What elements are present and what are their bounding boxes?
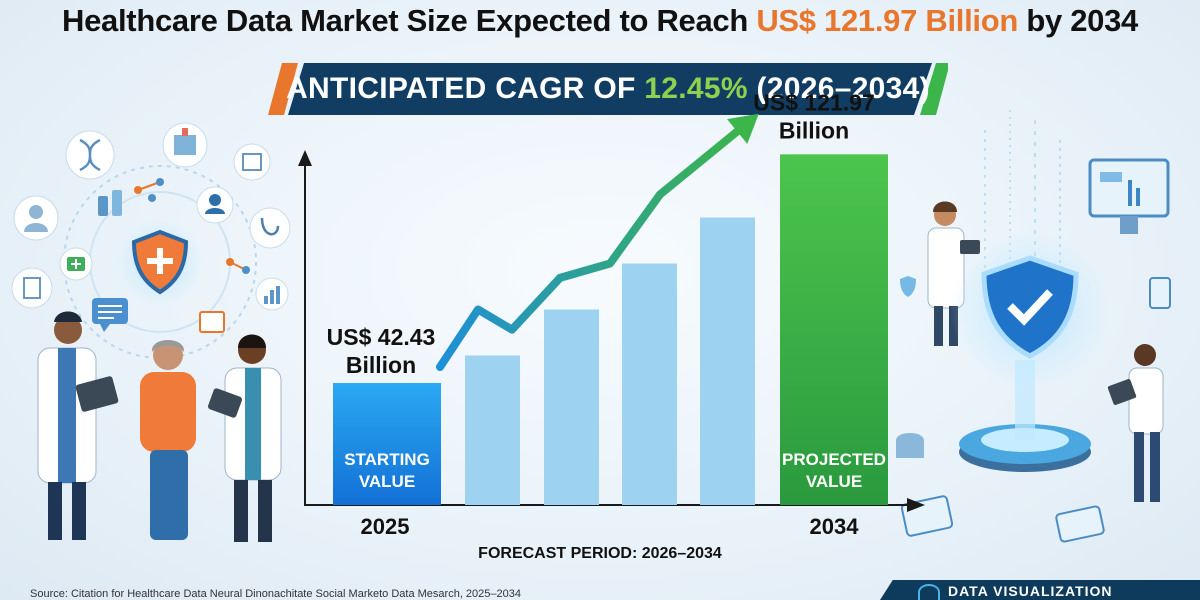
end-value-label: US$ 121.97 (753, 89, 874, 115)
x-axis-label: FORECAST PERIOD: 2026–2034 (478, 545, 722, 562)
title-highlight: US$ 121.97 Billion (756, 3, 1018, 38)
page-title: Healthcare Data Market Size Expected to … (0, 0, 1200, 44)
trend-arrowhead (727, 113, 759, 144)
cagr-banner: ANTICIPATED CAGR OF 12.45% (2026–2034) (268, 63, 950, 115)
badge-label: DATA VISUALIZATION (948, 583, 1113, 599)
molecule-icon (226, 258, 250, 274)
people-illustration (37, 311, 282, 542)
start-value-unit: Billion (346, 352, 416, 378)
bar-mid-1 (465, 355, 520, 505)
dna-icon (65, 130, 115, 180)
shield-cross-icon (116, 218, 204, 306)
source-citation: Source: Citation for Healthcare Data Neu… (30, 588, 521, 600)
doctor-avatar-icon (196, 186, 234, 224)
clipboard-icon (11, 267, 53, 309)
cagr-period: (2026–2034) (747, 72, 930, 105)
x-tick-start: 2025 (361, 514, 410, 539)
pill-bottles-icon (98, 190, 122, 216)
title-suffix: by 2034 (1018, 3, 1138, 38)
cagr-percent: 12.45% (644, 72, 748, 105)
security-shield-icon (950, 230, 1110, 390)
patient-figure (140, 340, 196, 540)
shield-small-icon (900, 276, 916, 297)
calendar-icon (233, 143, 271, 181)
data-platform (959, 360, 1091, 472)
end-bar-label-line2: VALUE (806, 472, 862, 491)
data-security-illustration (896, 110, 1171, 543)
healthcare-network-illustration (11, 122, 291, 359)
start-bar-label-line1: STARTING (344, 450, 430, 469)
phone-device-icon (1055, 505, 1105, 543)
monitor-icon (1088, 158, 1170, 234)
bar-mid-4 (700, 217, 755, 505)
end-bar-label-line1: PROJECTED (782, 450, 886, 469)
mobile-device-icon (1149, 277, 1171, 309)
cagr-prefix: ANTICIPATED CAGR OF (286, 72, 645, 105)
title-prefix: Healthcare Data Market Size Expected to … (62, 3, 757, 38)
bar-start (333, 383, 441, 505)
database-icon (896, 433, 924, 458)
doctor-figure-right (207, 334, 282, 542)
cagr-banner-text: ANTICIPATED CAGR OF 12.45% (2026–2034) (268, 63, 948, 115)
bar-mid-2 (544, 309, 599, 505)
end-value-unit: Billion (779, 117, 849, 143)
user-icon (13, 195, 59, 241)
bar-chart-icon (255, 277, 289, 311)
badge-logo-icon (918, 584, 940, 600)
data-streams (984, 110, 1061, 300)
doctor-figure-left (37, 311, 119, 540)
first-aid-kit-icon (59, 247, 93, 281)
stethoscope-icon (249, 207, 291, 249)
bar-mid-3 (622, 263, 677, 505)
x-tick-end: 2034 (810, 514, 860, 539)
technician-figure (1107, 344, 1164, 502)
cagr-banner-shape (268, 63, 950, 115)
trend-line (436, 118, 752, 371)
bar-series (333, 154, 888, 505)
start-value-label: US$ 42.43 (327, 324, 436, 350)
network-nodes-icon (134, 178, 164, 202)
trend-series (436, 113, 759, 371)
x-axis-arrow (907, 498, 925, 512)
medical-records-icon (199, 311, 225, 333)
chat-bubble-icon (92, 298, 128, 332)
hospital-icon (162, 122, 208, 168)
y-axis-arrow (298, 150, 312, 166)
start-bar-label-line2: VALUE (359, 472, 415, 491)
data-visualization-badge (880, 580, 1200, 600)
bar-end (780, 154, 888, 505)
